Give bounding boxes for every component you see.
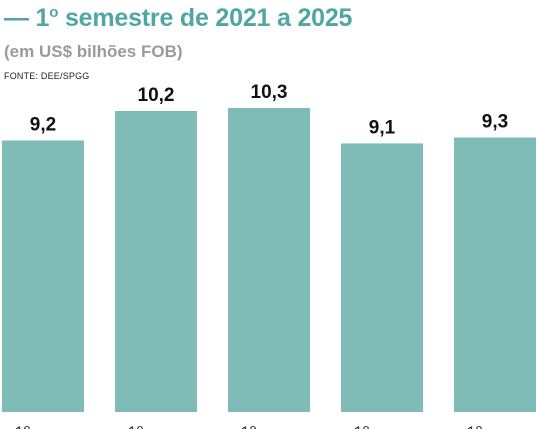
bar-3 (228, 108, 310, 412)
bar-value-label-5: 9,3 (482, 112, 508, 133)
bar-1 (2, 140, 84, 413)
title-clip: — 1o semestre de 2021 a 2025 (0, 0, 536, 34)
category-label-2: 1º sem. (127, 423, 184, 429)
bar-value-label-3: 10,3 (251, 82, 288, 103)
category-label-5: 1º sem. (466, 423, 523, 429)
chart-subtitle: (em US$ bilhões FOB) (4, 42, 183, 61)
chart-title-prefix: — 1 (4, 4, 50, 32)
chart-source: FONTE: DEE/SPGG (4, 71, 90, 81)
chart-title-rest: semestre de 2021 a 2025 (58, 4, 353, 32)
bar-value-label-2: 10,2 (138, 85, 175, 106)
bar-value-label-1: 9,2 (30, 114, 56, 135)
bar-5 (454, 137, 536, 412)
bar-value-label-4: 9,1 (369, 117, 396, 138)
bar-4 (341, 143, 423, 412)
category-label-4: 1º sem. (353, 423, 410, 429)
category-label-1: 1º sem. (14, 423, 71, 429)
chart-title: — 1o semestre de 2021 a 2025 (4, 4, 352, 33)
chart-title-ordinal: o (49, 4, 59, 21)
bar-2 (115, 110, 197, 413)
category-label-3: 1º sem. (240, 423, 297, 429)
